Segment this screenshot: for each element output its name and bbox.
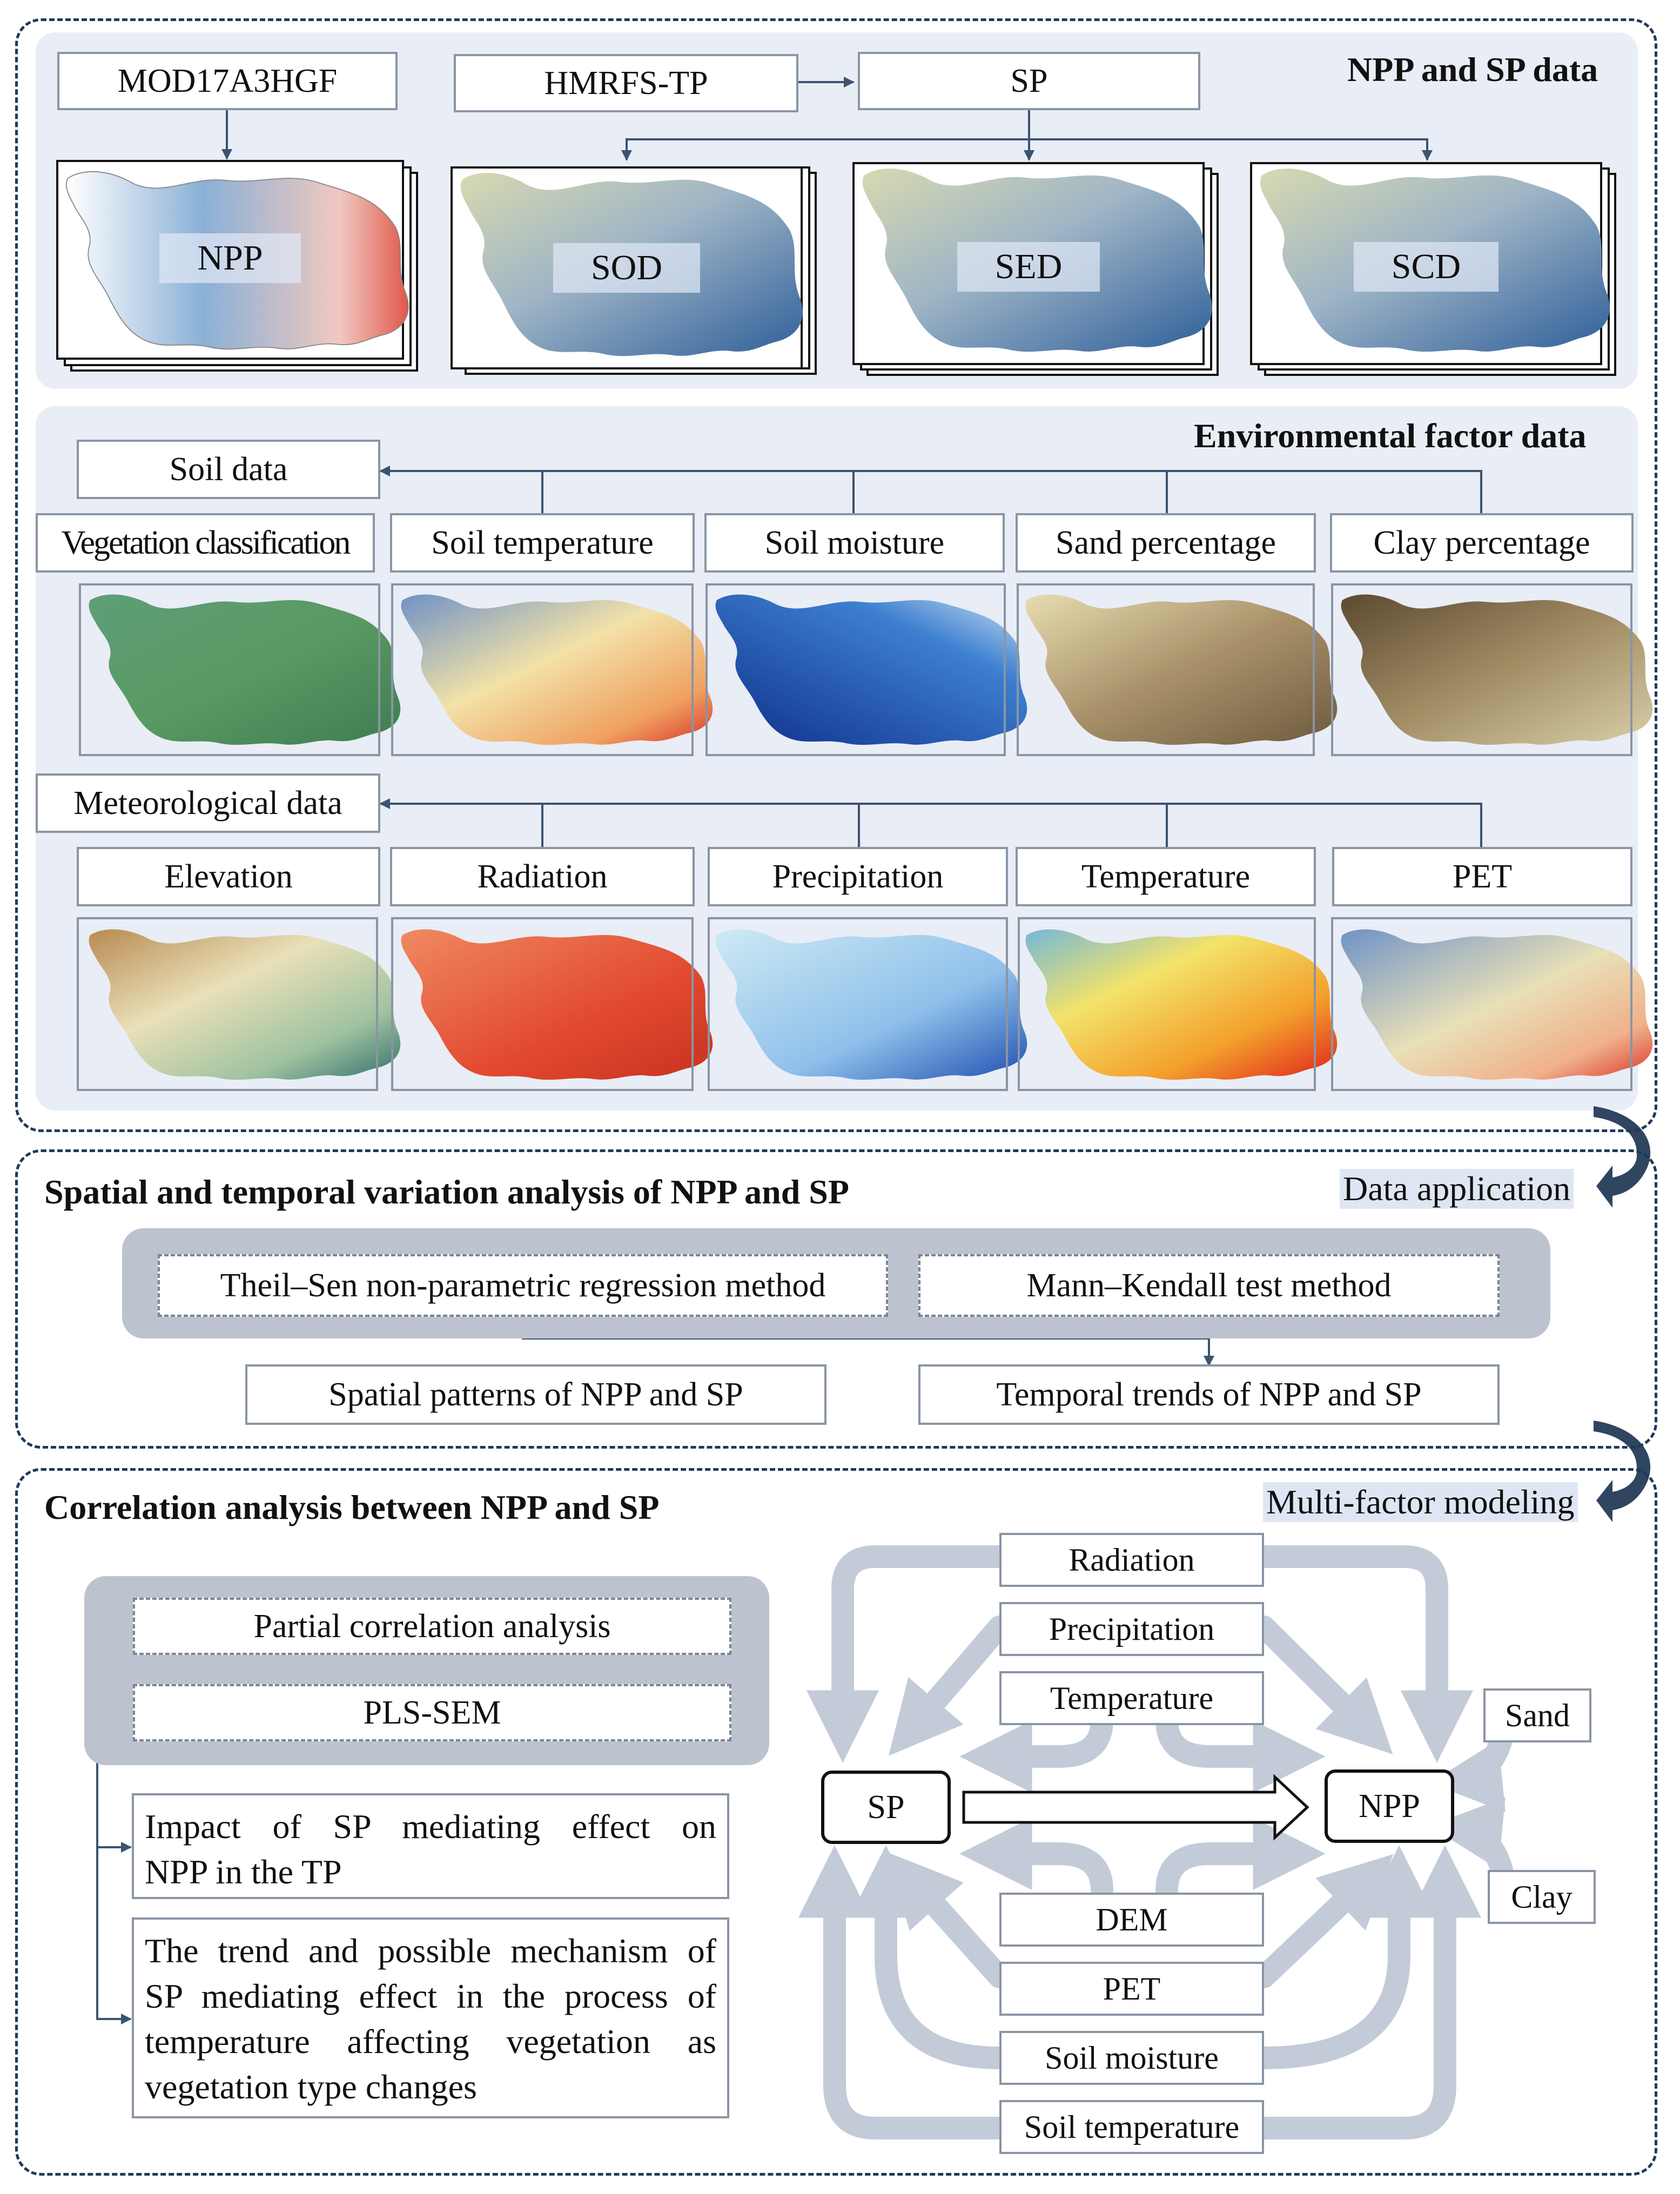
soil-moisture-map [705, 583, 1006, 756]
clay-percentage-map [1331, 583, 1632, 756]
finding-mechanism: The trend and possible mechanism of SP m… [132, 1917, 729, 2118]
multi-factor-modeling-tag: Multi-factor modeling [1263, 1482, 1578, 1522]
sp-to-npp-arrow [962, 1774, 1309, 1841]
pet-box: PET [1332, 847, 1632, 906]
scd-map-label: SCD [1251, 242, 1601, 292]
clay-percentage-box: Clay percentage [1330, 513, 1634, 573]
mod17-box: MOD17A3HGF [57, 52, 398, 110]
partial-correlation-box: Partial correlation analysis [133, 1598, 731, 1655]
model-sand-box: Sand [1483, 1688, 1591, 1742]
soil-temperature-map [391, 583, 694, 756]
model-soil-temperature-box: Soil temperature [999, 2100, 1264, 2154]
radiation-map [391, 917, 694, 1091]
precipitation-map [708, 917, 1008, 1091]
vegetation-map [79, 583, 380, 756]
sand-percentage-map [1017, 583, 1315, 756]
model-temperature-box: Temperature [999, 1671, 1264, 1725]
soil-data-box: Soil data [77, 440, 380, 499]
pls-sem-box: PLS-SEM [133, 1684, 731, 1741]
model-sp-node: SP [821, 1771, 951, 1844]
model-pet-box: PET [999, 1962, 1264, 2016]
soil-moisture-box: Soil moisture [704, 513, 1005, 573]
sp-source-box: SP [858, 52, 1200, 110]
npp-map-stack [56, 160, 418, 372]
npp-map-label: NPP [57, 233, 403, 283]
environmental-data-title: Environmental factor data [1194, 416, 1587, 455]
sod-map-label: SOD [452, 243, 802, 293]
temperature-map [1018, 917, 1316, 1091]
finding-sp-mediating-impact: Impact of SP mediating effect on NPP in … [132, 1793, 729, 1899]
correlation-analysis-title: Correlation analysis between NPP and SP [44, 1488, 660, 1526]
model-dem-box: DEM [999, 1893, 1264, 1947]
pet-map [1331, 917, 1632, 1091]
variation-section-frame [15, 1149, 1657, 1449]
soil-temperature-box: Soil temperature [390, 513, 695, 573]
model-arrows [798, 1545, 1513, 2139]
data-section-frame [15, 18, 1657, 1132]
correlation-section-frame [15, 1468, 1657, 2176]
variation-analysis-title: Spatial and temporal variation analysis … [44, 1173, 849, 1211]
npp-sp-data-title: NPP and SP data [1347, 50, 1598, 89]
scd-map-stack [1250, 162, 1616, 376]
sod-map-stack [451, 166, 817, 375]
meteorological-data-box: Meteorological data [36, 773, 380, 833]
temperature-box: Temperature [1016, 847, 1316, 906]
model-npp-node: NPP [1325, 1769, 1454, 1843]
mann-kendall-method-box: Mann–Kendall test method [918, 1254, 1500, 1317]
vegetation-classification-box: Vegetation classification [36, 513, 375, 573]
elevation-map [77, 917, 378, 1091]
model-precipitation-box: Precipitation [999, 1602, 1264, 1656]
spatial-patterns-box: Spatial patterns of NPP and SP [245, 1364, 826, 1425]
model-clay-box: Clay [1488, 1870, 1596, 1924]
sand-percentage-box: Sand percentage [1016, 513, 1316, 573]
model-soil-moisture-box: Soil moisture [999, 2031, 1264, 2085]
precipitation-box: Precipitation [708, 847, 1008, 906]
radiation-box: Radiation [390, 847, 695, 906]
data-application-tag: Data application [1340, 1169, 1574, 1209]
model-radiation-box: Radiation [999, 1533, 1264, 1587]
theil-sen-method-box: Theil–Sen non-parametric regression meth… [158, 1254, 888, 1317]
temporal-trends-box: Temporal trends of NPP and SP [918, 1364, 1500, 1425]
sed-map-label: SED [854, 242, 1204, 292]
hmrfs-box: HMRFS-TP [454, 54, 798, 112]
elevation-box: Elevation [77, 847, 380, 906]
